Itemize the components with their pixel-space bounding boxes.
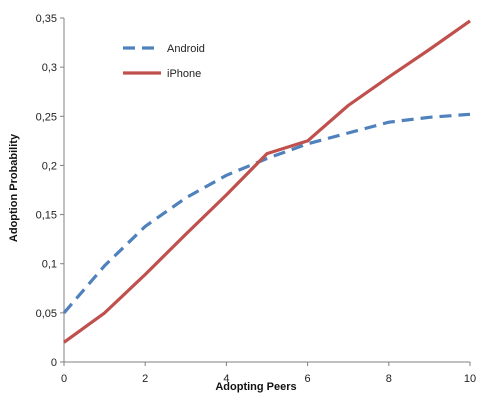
legend-label-android: Android	[167, 43, 205, 55]
x-tick-label: 4	[223, 373, 229, 385]
chart-series	[62, 19, 471, 344]
y-tick-label: 0,25	[36, 111, 57, 123]
series-line-android	[62, 112, 471, 314]
y-tick-label: 0,3	[42, 62, 57, 74]
x-axis-label: Adopting Peers	[215, 381, 296, 393]
y-tick-label: 0,1	[42, 259, 57, 271]
y-tick-label: 0,35	[36, 13, 57, 25]
x-axis-ticks: 0 2 4 6 8 10	[61, 362, 476, 385]
legend-label-iphone: iPhone	[167, 68, 201, 80]
x-tick-label: 6	[305, 373, 311, 385]
y-tick-label: 0,2	[42, 160, 57, 172]
chart-legend: Android iPhone	[123, 43, 205, 80]
x-tick-label: 0	[61, 373, 67, 385]
x-tick-label: 10	[464, 373, 476, 385]
x-tick-label: 2	[142, 373, 148, 385]
chart-axes	[63, 18, 470, 363]
y-axis-ticks: 0 0,05 0,1 0,15 0,2 0,25 0,3 0,35	[36, 13, 64, 369]
series-line-iphone	[63, 19, 471, 344]
y-tick-label: 0	[51, 357, 57, 369]
y-tick-label: 0,05	[36, 308, 57, 320]
y-tick-label: 0,15	[36, 210, 57, 222]
y-axis-label: Adoption Probability	[8, 133, 20, 242]
x-tick-label: 8	[386, 373, 392, 385]
